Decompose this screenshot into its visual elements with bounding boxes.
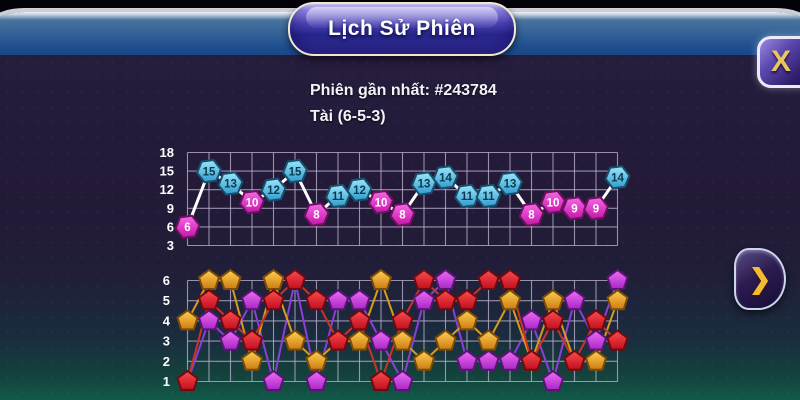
- close-icon: X: [770, 45, 791, 78]
- history-dialog: [0, 55, 800, 400]
- latest-result-text: Tài (6-5-3): [310, 108, 386, 125]
- dialog-title-banner: Lịch Sử Phiên: [288, 2, 516, 56]
- latest-session-text: Phiên gần nhất: #243784: [310, 82, 497, 99]
- close-button[interactable]: X: [757, 36, 800, 88]
- next-page-button[interactable]: ❯: [734, 248, 786, 310]
- chevron-right-icon: ❯: [748, 263, 772, 294]
- dialog-title: Lịch Sử Phiên: [328, 17, 476, 40]
